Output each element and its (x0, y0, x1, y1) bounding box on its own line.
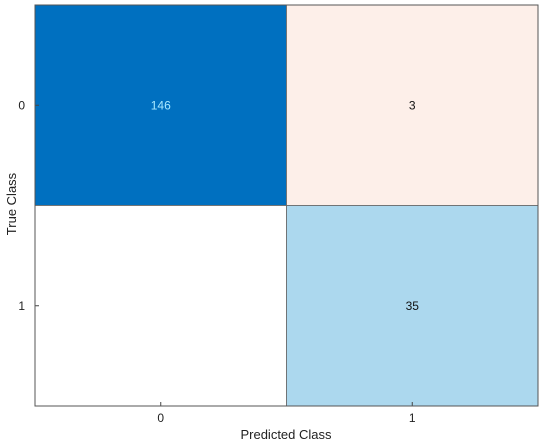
y-axis-title: True Class (4, 172, 19, 235)
cell-value-label-0-1: 3 (409, 98, 416, 112)
cell-value-label-0-0: 146 (151, 98, 171, 112)
matrix-cell-0-1 (286, 4, 539, 206)
x-axis-title: Predicted Class (240, 427, 332, 442)
y-tick-label-1: 1 (18, 299, 25, 313)
y-axis-ticks: 01 (18, 98, 39, 313)
plot-frame (34, 4, 539, 407)
cell-value-label-1-1: 35 (406, 299, 420, 313)
matrix-cells: 146 3 35 (34, 4, 539, 407)
x-tick-label-0: 0 (157, 411, 164, 425)
matrix-cell-0-0 (34, 4, 287, 206)
x-tick-label-1: 1 (409, 411, 416, 425)
matrix-cell-1-0 (34, 205, 287, 407)
y-tick-label-0: 0 (18, 98, 25, 112)
matrix-cell-1-1 (286, 205, 539, 407)
